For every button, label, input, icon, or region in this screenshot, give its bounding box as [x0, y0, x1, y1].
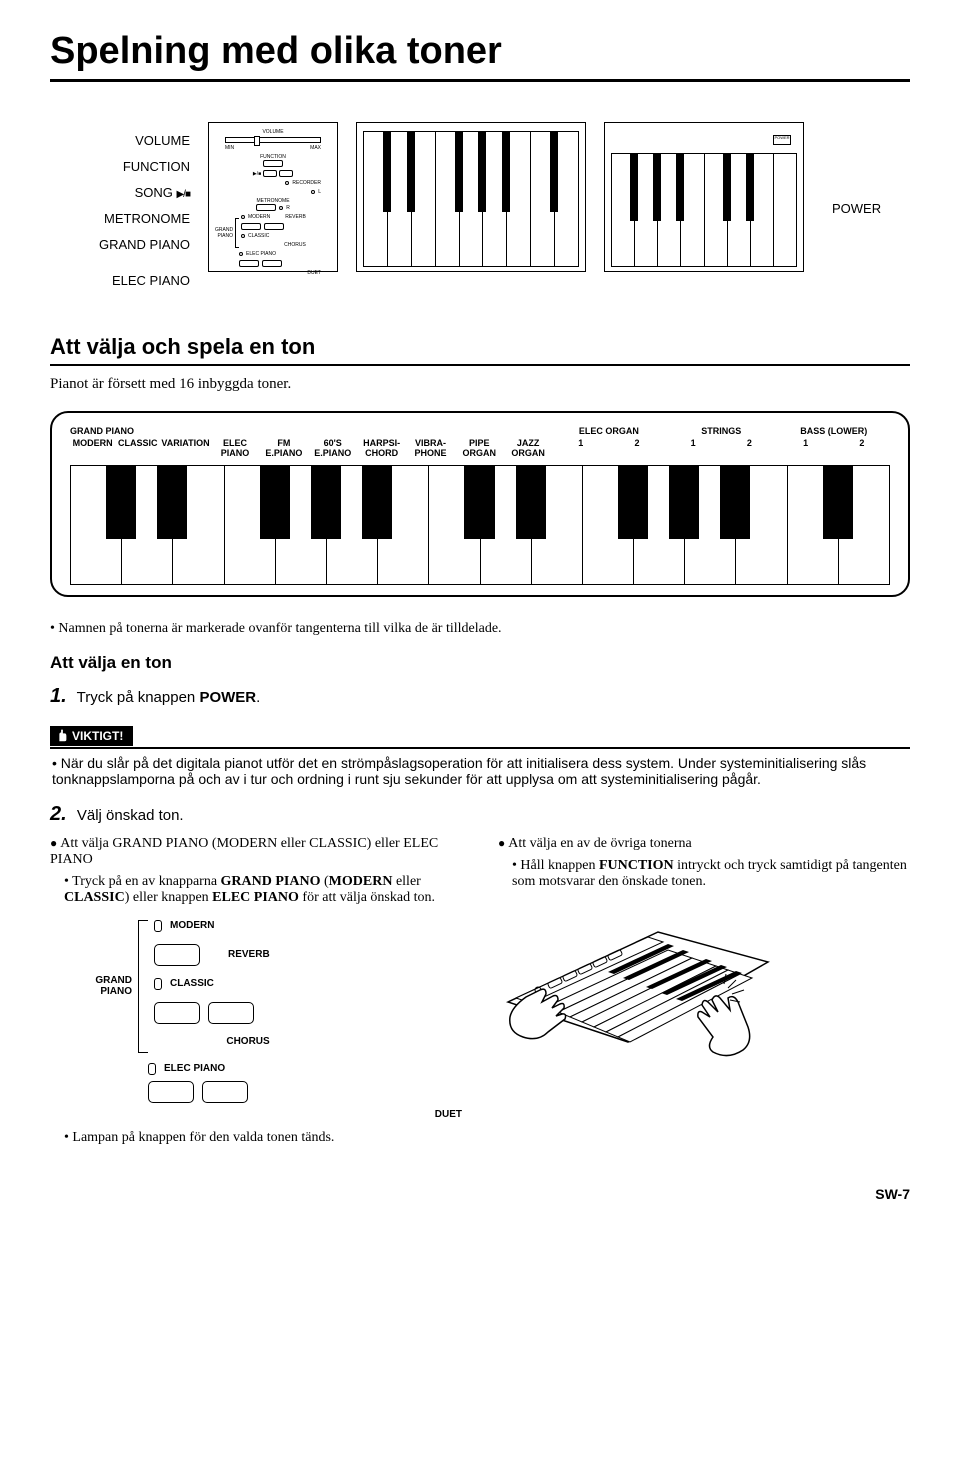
callout-elec-piano: ELEC PIANO — [50, 268, 190, 294]
intro-text: Pianot är försett med 16 inbyggda toner. — [50, 376, 910, 393]
classic-button[interactable] — [154, 1002, 200, 1024]
panel-min: MIN — [225, 145, 234, 151]
led-icon — [154, 978, 162, 990]
page-title: Spelning med olika toner — [50, 30, 910, 82]
tone-label-pipe-organ: PIPE ORGAN — [455, 427, 504, 459]
callout-function: FUNCTION — [50, 154, 190, 180]
tone-num-eo2: 2 — [609, 439, 665, 449]
tone-map-keyboard — [70, 465, 890, 585]
cluster-duet: DUET — [435, 1109, 462, 1120]
panel-recorder: RECORDER — [292, 180, 321, 186]
callout-labels: VOLUME FUNCTION SONG ▶/■ METRONOME GRAND… — [50, 122, 190, 294]
callout-volume: VOLUME — [50, 128, 190, 154]
panel-reverb: REVERB — [285, 214, 306, 220]
callout-metronome: METRONOME — [50, 206, 190, 232]
panel-l: L — [318, 189, 321, 195]
panel-volume-label: VOLUME — [215, 129, 331, 135]
chorus-button[interactable] — [208, 1002, 254, 1024]
panel-modern: MODERN — [248, 214, 270, 220]
tone-label-fm-epiano: FM E.PIANO — [259, 427, 308, 459]
cluster-elec-piano: ELEC PIANO — [164, 1063, 225, 1074]
after-map-bullet: Namnen på tonerna är markerade ovanför t… — [50, 621, 910, 637]
panel-chorus: CHORUS — [284, 242, 306, 248]
tone-label-60s-epiano: 60'S E.PIANO — [308, 427, 357, 459]
cluster-chorus: CHORUS — [226, 1036, 269, 1047]
control-panel: VOLUME MIN MAX FUNCTION ▶/■ RECORDER L M… — [208, 122, 338, 272]
sub-heading: Att välja en ton — [50, 653, 910, 673]
power-button-icon: POWER — [773, 135, 791, 145]
panel-r: R — [286, 205, 290, 211]
hand-point-icon — [56, 729, 68, 743]
elec-piano-button[interactable] — [148, 1081, 194, 1103]
left-sub: Tryck på en av knapparna GRAND PIANO (MO… — [64, 874, 462, 906]
left-column: Att välja GRAND PIANO (MODERN eller CLAS… — [50, 836, 462, 1146]
tone-num-b2: 2 — [834, 439, 890, 449]
cluster-reverb: REVERB — [228, 949, 270, 960]
tone-label-classic: CLASSIC — [115, 439, 160, 449]
duet-button[interactable] — [202, 1081, 248, 1103]
modern-button[interactable] — [154, 944, 200, 966]
right-sub: Håll knappen FUNCTION intryckt och tryck… — [512, 858, 910, 890]
keyboard-left-illustration — [356, 122, 586, 272]
tone-group-strings: STRINGS — [665, 427, 777, 437]
important-box: VIKTIGT! När du slår på det digitala pia… — [50, 726, 910, 787]
important-badge: VIKTIGT! — [50, 726, 133, 746]
panel-duet: DUET — [215, 270, 331, 276]
tone-group-elec-organ: ELEC ORGAN — [553, 427, 665, 437]
left-note: Lampan på knappen för den valda tonen tä… — [64, 1130, 462, 1146]
callout-grand-piano: GRAND PIANO — [50, 232, 190, 258]
tone-group-bass: BASS (LOWER) — [778, 427, 890, 437]
panel-elecpiano: ELEC PIANO — [246, 251, 276, 257]
tone-label-harpsichord: HARPSI- CHORD — [357, 427, 406, 459]
tone-num-s2: 2 — [721, 439, 777, 449]
led-icon — [154, 920, 162, 932]
important-text: När du slår på det digitala pianot utför… — [50, 755, 910, 787]
tone-label-vibraphone: VIBRA- PHONE — [406, 427, 455, 459]
cluster-modern: MODERN — [170, 920, 214, 931]
tone-group-grand-piano: GRAND PIANO — [70, 427, 211, 437]
cluster-grand-piano-label: GRAND PIANO — [90, 975, 132, 997]
callout-power: POWER — [822, 201, 881, 216]
panel-classic: CLASSIC — [248, 233, 269, 239]
left-lead: Att välja GRAND PIANO (MODERN eller CLAS… — [50, 836, 462, 868]
led-icon — [148, 1063, 156, 1075]
tone-label-variation: VARIATION — [160, 439, 210, 449]
tone-label-jazz-organ: JAZZ ORGAN — [504, 427, 553, 459]
tone-map-box: GRAND PIANO MODERN CLASSIC VARIATION ELE… — [50, 411, 910, 597]
right-lead: Att välja en av de övriga tonerna — [498, 836, 910, 852]
panel-max: MAX — [310, 145, 321, 151]
tone-num-s1: 1 — [665, 439, 721, 449]
callout-song: SONG ▶/■ — [50, 180, 190, 206]
panel-piano: PIANO — [215, 233, 233, 239]
top-diagram: VOLUME FUNCTION SONG ▶/■ METRONOME GRAND… — [50, 122, 910, 294]
page-number: SW-7 — [50, 1186, 910, 1202]
right-column: Att välja en av de övriga tonerna Håll k… — [498, 836, 910, 1146]
tone-num-b1: 1 — [778, 439, 834, 449]
tone-num-eo1: 1 — [553, 439, 609, 449]
button-cluster: GRAND PIANO MODERN REVERB CLASSIC — [90, 920, 462, 1120]
after-map-note: Namnen på tonerna är markerade ovanför t… — [50, 621, 910, 637]
panel-grand: GRAND — [215, 227, 233, 233]
tone-label-elec-piano: ELEC PIANO — [211, 427, 260, 459]
section-heading: Att välja och spela en ton — [50, 334, 910, 366]
step-2: 2. Välj önskad ton. — [50, 803, 910, 826]
cluster-classic: CLASSIC — [170, 978, 214, 989]
keyboard-right-illustration: POWER — [604, 122, 804, 272]
step-1: 1. Tryck på knappen POWER. — [50, 685, 910, 708]
tone-label-modern: MODERN — [70, 439, 115, 449]
hand-press-illustration — [498, 902, 778, 1082]
